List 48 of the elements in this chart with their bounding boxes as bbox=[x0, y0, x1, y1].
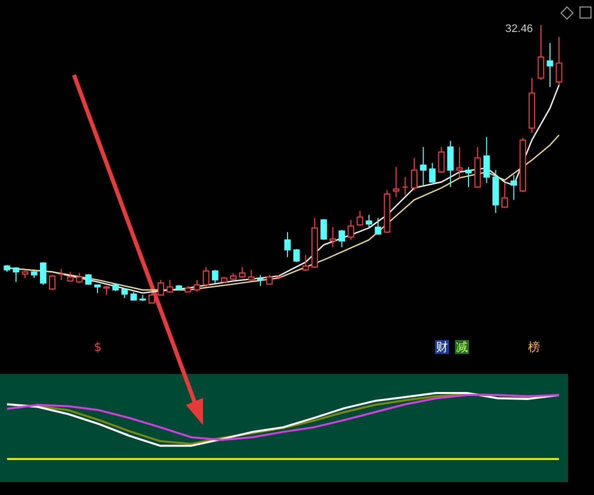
candlestick bbox=[58, 268, 64, 280]
candlestick bbox=[302, 254, 309, 272]
candlestick bbox=[166, 279, 174, 294]
candlestick bbox=[411, 157, 418, 191]
candlestick bbox=[392, 166, 400, 198]
text: 减 bbox=[455, 340, 469, 354]
candlestick bbox=[366, 214, 372, 228]
candlestick bbox=[284, 232, 291, 258]
candlestick bbox=[40, 262, 46, 286]
candlestick bbox=[76, 272, 83, 284]
candlestick bbox=[121, 287, 128, 298]
candlestick bbox=[374, 217, 382, 236]
candlestick bbox=[348, 219, 354, 240]
candlestick bbox=[465, 166, 472, 188]
candlestick bbox=[456, 146, 463, 178]
candlestick bbox=[402, 176, 408, 196]
candlestick bbox=[257, 274, 264, 287]
text: 榜 bbox=[527, 340, 541, 354]
candlestick bbox=[556, 36, 562, 86]
candlestick bbox=[483, 136, 490, 184]
candlestick bbox=[510, 174, 517, 200]
candlestick bbox=[429, 162, 436, 184]
candlestick bbox=[85, 274, 92, 286]
candlestick bbox=[194, 279, 200, 292]
candlestick bbox=[239, 266, 246, 278]
candlestick bbox=[212, 269, 218, 284]
candlestick bbox=[338, 229, 346, 248]
candlestick bbox=[420, 146, 426, 186]
candlestick bbox=[438, 146, 445, 174]
candlestick bbox=[447, 140, 454, 188]
candlestick bbox=[158, 279, 164, 296]
candlestick bbox=[356, 210, 364, 226]
text: $ bbox=[93, 340, 103, 354]
candlestick bbox=[330, 226, 336, 248]
candlestick bbox=[67, 271, 74, 282]
candlestick bbox=[266, 274, 273, 285]
candlestick bbox=[148, 292, 155, 304]
candlestick bbox=[12, 266, 20, 282]
candlestick bbox=[546, 42, 554, 88]
candlestick bbox=[248, 269, 255, 282]
candlestick bbox=[49, 274, 56, 290]
candlestick bbox=[538, 24, 544, 81]
candlestick bbox=[502, 182, 508, 208]
text: 财 bbox=[435, 340, 449, 354]
candlestick bbox=[293, 248, 300, 263]
candlestick bbox=[202, 266, 210, 288]
candlestick bbox=[320, 218, 327, 240]
annotation: 32.46 bbox=[505, 23, 533, 35]
